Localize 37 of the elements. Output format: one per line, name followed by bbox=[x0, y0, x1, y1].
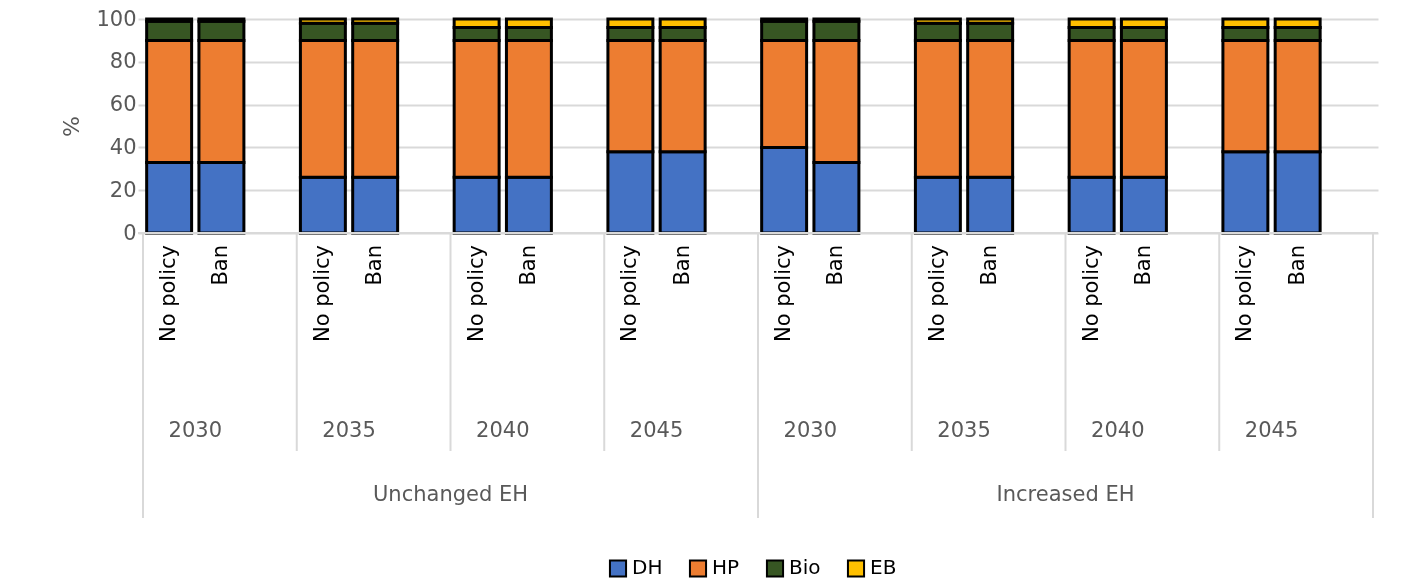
text: Increased EH bbox=[996, 482, 1135, 506]
x-tick-label: Ban bbox=[208, 245, 233, 286]
x-tick-label: Ban bbox=[823, 245, 848, 286]
legend-label: Bio bbox=[789, 555, 821, 580]
x-tick-label: No policy bbox=[771, 245, 796, 343]
x-tick-label: Ban bbox=[362, 245, 387, 286]
y-axis-title: % bbox=[59, 116, 85, 137]
x-tick-label: No policy bbox=[156, 245, 181, 343]
x-tick-label: No policy bbox=[1232, 245, 1257, 343]
text: 2035 bbox=[322, 418, 376, 442]
x-tick-label: Ban bbox=[1284, 245, 1309, 286]
text: 2030 bbox=[168, 418, 222, 442]
legend-label: DH bbox=[632, 555, 663, 580]
text: 2045 bbox=[1244, 418, 1299, 442]
x-tick-label: No policy bbox=[1078, 245, 1103, 343]
text: Unchanged EH bbox=[372, 482, 529, 506]
x-tick-label: Ban bbox=[977, 245, 1002, 286]
text: 2030 bbox=[783, 418, 837, 442]
x-tick-label: No policy bbox=[309, 245, 334, 343]
text: 2040 bbox=[1091, 418, 1145, 442]
text: 2045 bbox=[629, 418, 684, 442]
y-tick-label: 80 bbox=[109, 49, 137, 74]
x-tick-label: Ban bbox=[1130, 245, 1155, 286]
x-tick-label: Ban bbox=[515, 245, 540, 286]
y-tick-label: 20 bbox=[109, 177, 137, 202]
y-tick-label: 100 bbox=[96, 6, 137, 31]
legend-label: HP bbox=[712, 555, 740, 580]
text: 2040 bbox=[476, 418, 530, 442]
y-tick-label: 60 bbox=[109, 92, 137, 117]
legend-label: EB bbox=[870, 555, 897, 580]
text: 2035 bbox=[937, 418, 991, 442]
x-tick-label: Ban bbox=[669, 245, 694, 286]
x-tick-label: No policy bbox=[617, 245, 642, 343]
x-tick-label: No policy bbox=[924, 245, 949, 343]
y-tick-label: 0 bbox=[123, 220, 137, 245]
x-tick-label: No policy bbox=[463, 245, 488, 343]
y-tick-label: 40 bbox=[109, 134, 137, 159]
